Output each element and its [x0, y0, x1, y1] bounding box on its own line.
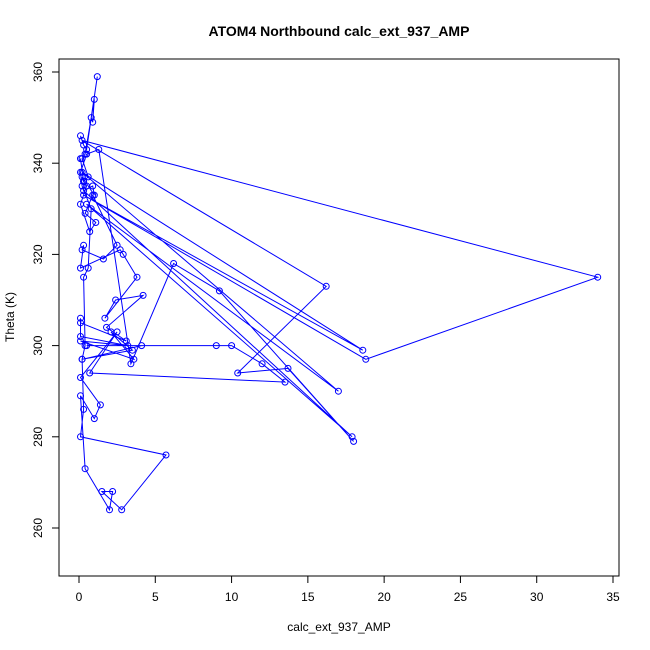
data-point [594, 273, 602, 281]
data-point [78, 173, 86, 181]
data-point [106, 506, 113, 514]
y-tick-label: 280 [31, 426, 45, 446]
x-tick-label: 0 [76, 590, 83, 604]
data-point [138, 342, 146, 350]
x-tick-label: 20 [377, 590, 391, 604]
data-point [77, 132, 84, 140]
x-axis-label: calc_ext_937_AMP [287, 620, 390, 634]
data-point [215, 287, 223, 295]
data-point [77, 333, 84, 340]
data-point [98, 488, 106, 495]
data-point [109, 488, 117, 495]
data-point [78, 355, 86, 363]
chart-title: ATOM4 Northbound calc_ext_937_AMP [209, 23, 470, 39]
data-point [80, 273, 88, 281]
series-points [77, 73, 602, 514]
x-tick-label: 10 [225, 590, 239, 604]
x-tick-label: 25 [454, 590, 468, 604]
x-axis: 0 5 10 15 20 25 30 35 [76, 575, 620, 604]
data-point [212, 342, 220, 350]
x-tick-label: 30 [530, 590, 544, 604]
data-point [77, 264, 84, 272]
data-point [87, 114, 95, 122]
data-point [92, 219, 100, 226]
data-point [234, 369, 242, 377]
data-point [80, 405, 88, 413]
x-tick-label: 35 [606, 590, 620, 604]
data-point [77, 314, 84, 322]
data-point [96, 401, 104, 409]
y-axis: 260 280 300 320 340 360 [31, 62, 60, 538]
data-point [99, 255, 107, 263]
data-point [83, 200, 91, 208]
data-point [359, 346, 367, 354]
data-point [83, 150, 91, 158]
y-tick-label: 360 [31, 62, 45, 82]
data-point [228, 342, 236, 350]
data-point [284, 364, 292, 372]
y-tick-label: 320 [31, 244, 45, 264]
data-point [350, 437, 358, 445]
data-point [122, 337, 130, 345]
data-point [80, 187, 88, 195]
data-point [348, 433, 356, 441]
y-axis-label: Theta (K) [3, 292, 17, 342]
data-point [322, 282, 330, 290]
data-point [77, 337, 84, 345]
series-lines [79, 76, 600, 512]
data-point [89, 182, 97, 190]
data-point [128, 346, 136, 354]
data-point [119, 250, 127, 258]
data-point [84, 264, 92, 272]
data-point [80, 177, 88, 185]
data-point [90, 191, 98, 199]
data-point [81, 465, 89, 473]
data-point [78, 168, 86, 176]
data-point [78, 136, 86, 144]
data-point [258, 360, 266, 368]
data-point [89, 118, 97, 126]
data-point [77, 155, 84, 163]
data-point [77, 374, 84, 381]
y-tick-label: 300 [31, 335, 45, 355]
data-point [334, 387, 342, 395]
data-point [95, 146, 103, 153]
data-point [127, 360, 135, 368]
plot-area-frame [58, 58, 620, 577]
x-tick-label: 15 [301, 590, 315, 604]
data-point [86, 369, 94, 377]
data-point [77, 392, 84, 400]
data-point [81, 342, 89, 350]
y-tick-label: 340 [31, 153, 45, 173]
data-point [103, 323, 110, 331]
data-point [113, 328, 121, 336]
data-point [281, 378, 289, 386]
series-line [79, 76, 600, 512]
data-point [80, 241, 88, 249]
data-point [77, 319, 84, 327]
data-point [362, 355, 370, 363]
data-point [124, 342, 132, 350]
data-point [77, 433, 84, 441]
data-point [81, 209, 89, 217]
data-point [86, 228, 94, 236]
y-tick-label: 260 [31, 518, 45, 538]
data-point [90, 95, 98, 103]
data-point [112, 296, 120, 304]
data-point [139, 291, 147, 299]
data-point [80, 191, 88, 199]
data-point [101, 314, 109, 322]
data-point [83, 146, 91, 153]
data-point [90, 415, 98, 423]
data-point [170, 260, 178, 267]
data-point [133, 273, 141, 281]
x-tick-label: 5 [152, 590, 159, 604]
data-point [87, 205, 95, 213]
data-point [78, 246, 86, 254]
data-point [118, 506, 126, 514]
data-point [162, 451, 170, 459]
data-point [93, 73, 101, 81]
data-point [78, 182, 86, 190]
